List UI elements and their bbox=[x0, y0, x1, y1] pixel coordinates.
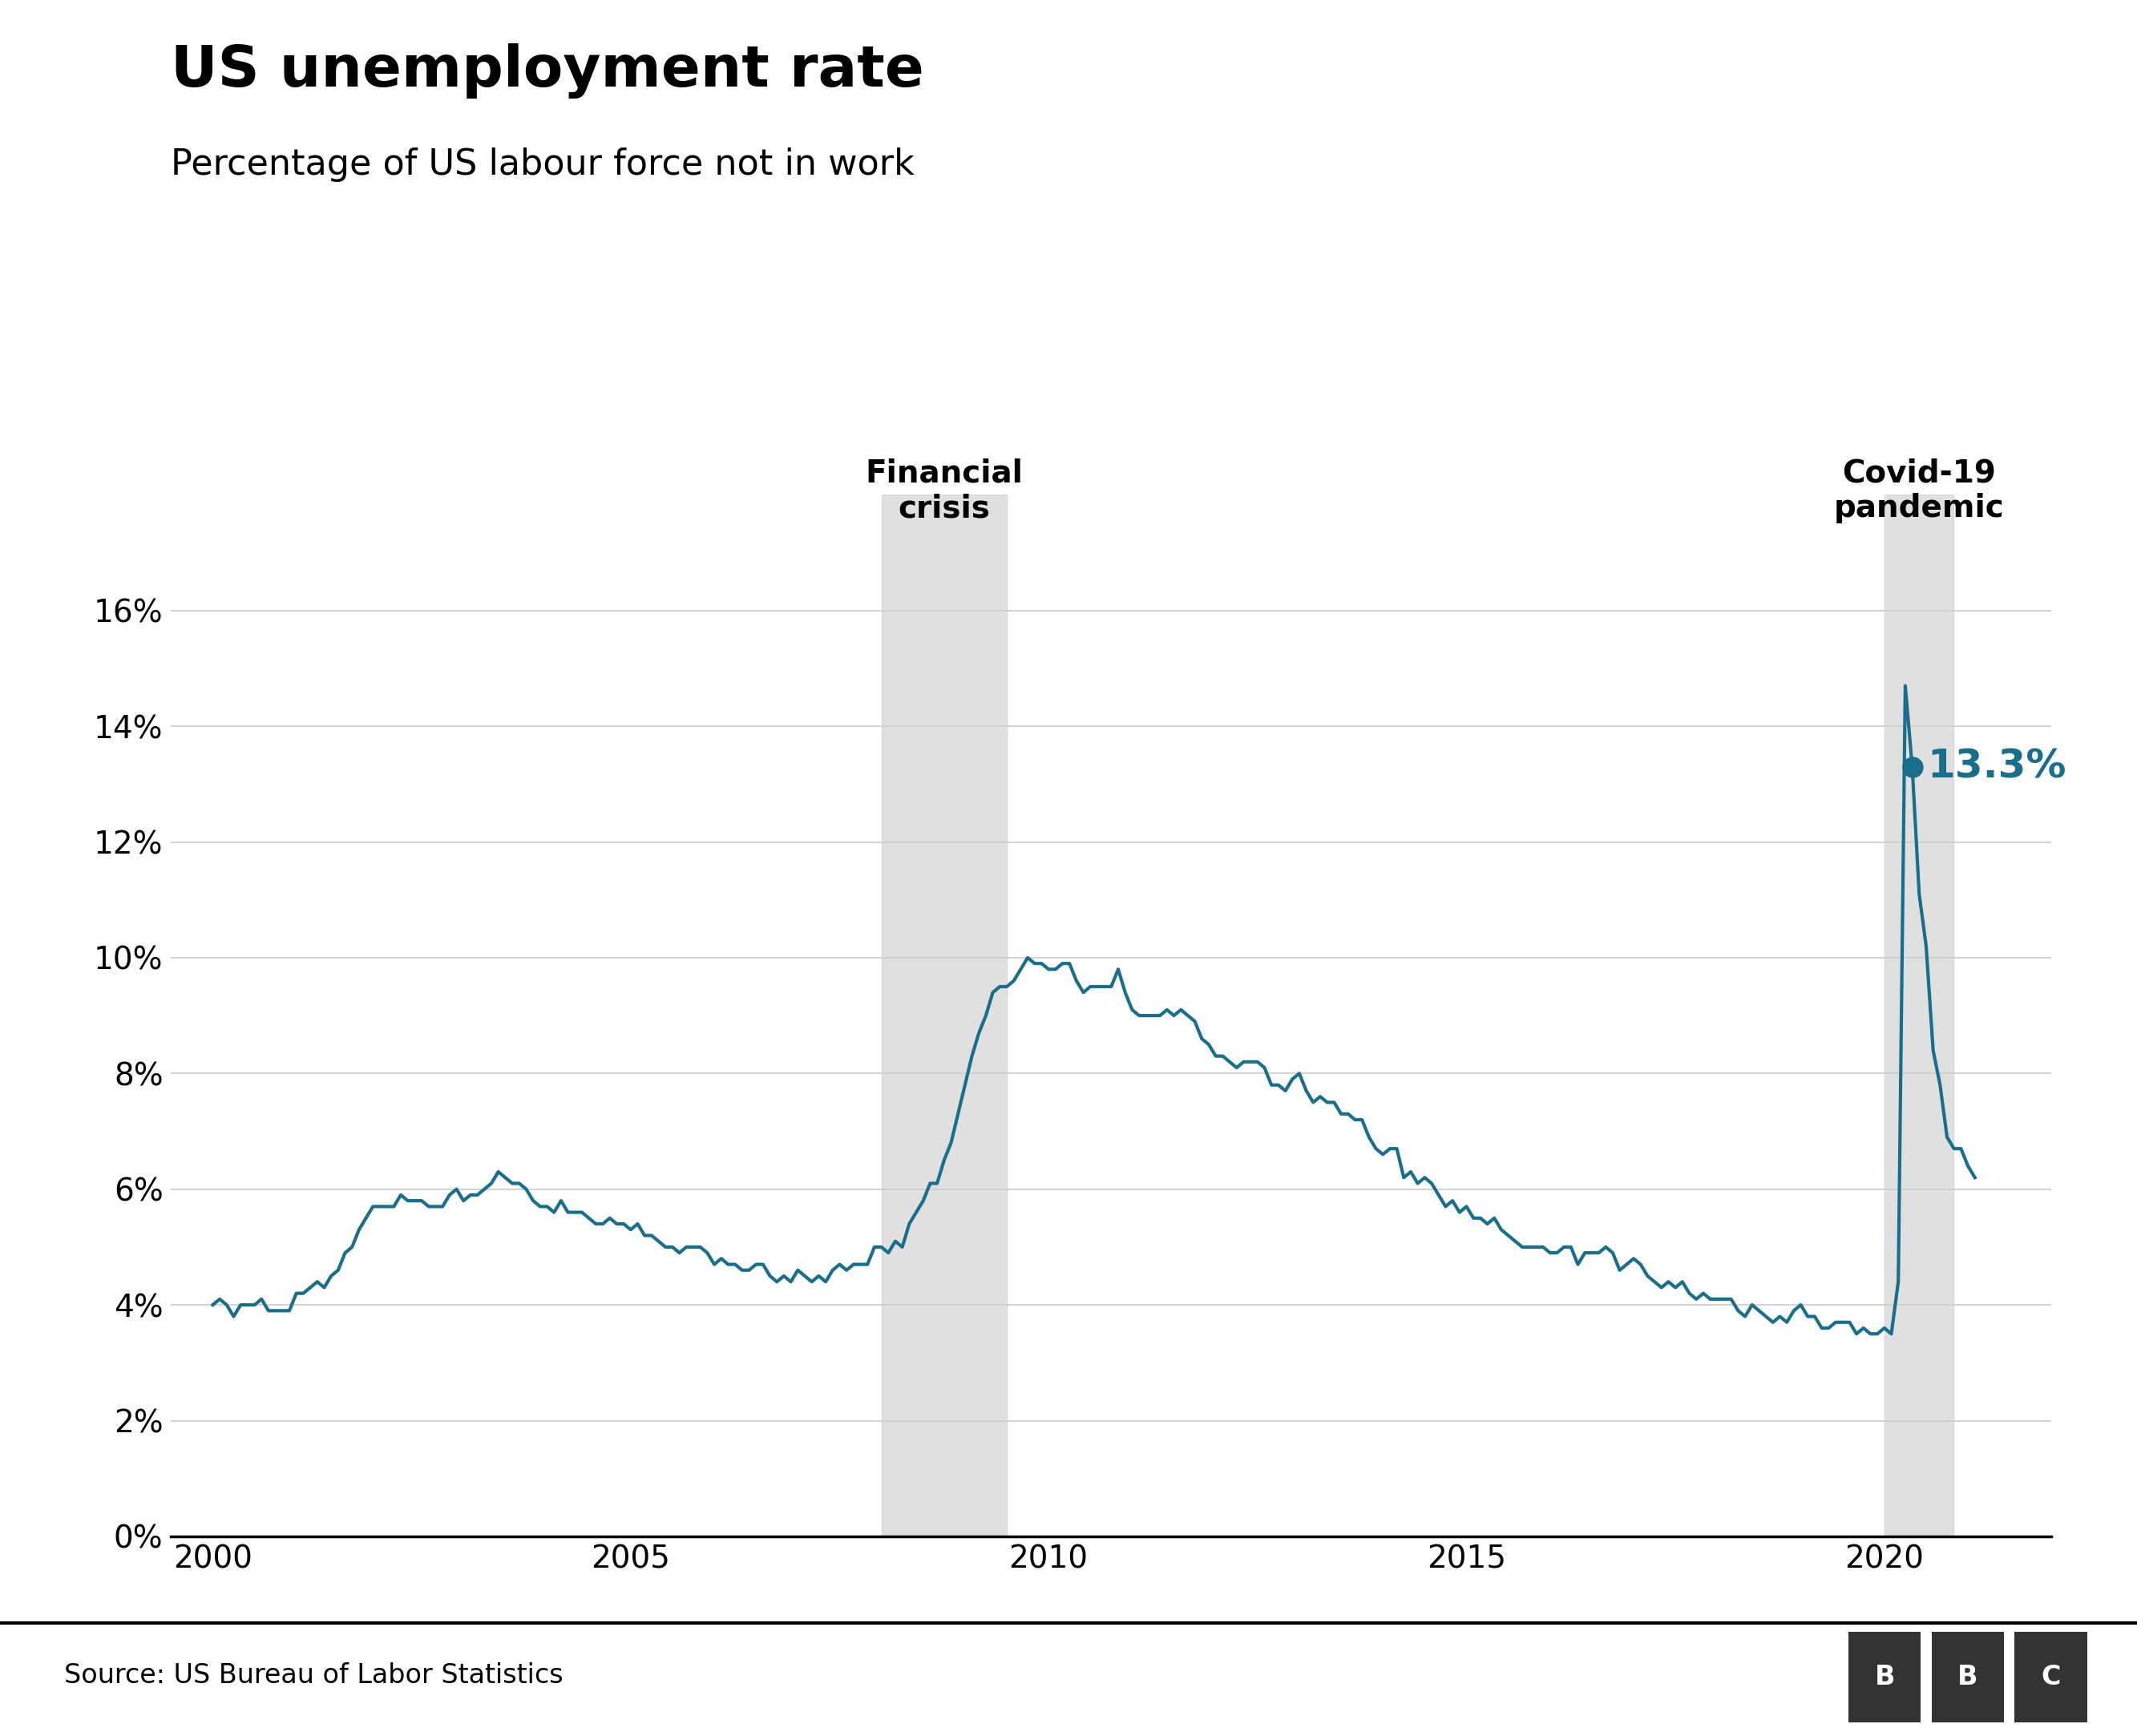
Text: US unemployment rate: US unemployment rate bbox=[171, 43, 923, 99]
Text: Covid-19
pandemic: Covid-19 pandemic bbox=[1834, 458, 2005, 524]
Text: B: B bbox=[1874, 1663, 1896, 1691]
Text: Percentage of US labour force not in work: Percentage of US labour force not in wor… bbox=[171, 148, 915, 182]
Bar bbox=[1885, 495, 1953, 1536]
Bar bbox=[880, 495, 1007, 1536]
Text: Financial
crisis: Financial crisis bbox=[865, 458, 1024, 524]
Text: B: B bbox=[1957, 1663, 1979, 1691]
Bar bbox=[2015, 1632, 2088, 1722]
Text: 13.3%: 13.3% bbox=[1928, 748, 2066, 786]
Bar bbox=[1932, 1632, 2005, 1722]
Text: Source: US Bureau of Labor Statistics: Source: US Bureau of Labor Statistics bbox=[64, 1661, 564, 1689]
Bar bbox=[1849, 1632, 1921, 1722]
Text: C: C bbox=[2041, 1663, 2060, 1691]
